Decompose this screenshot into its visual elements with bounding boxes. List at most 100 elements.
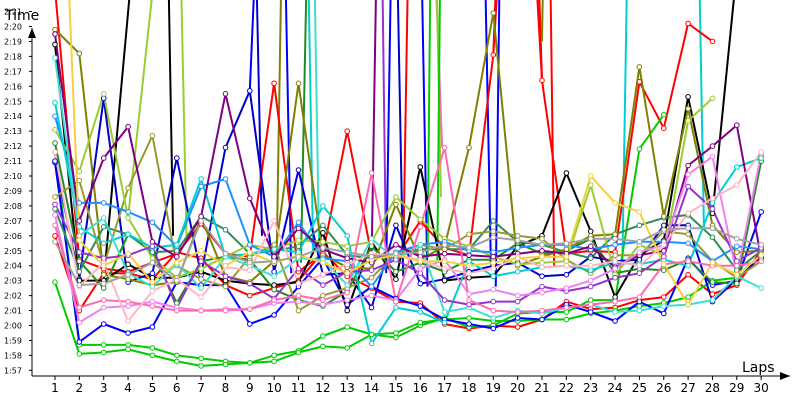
data-point (685, 162, 691, 169)
data-point (52, 99, 58, 106)
data-point (685, 117, 691, 124)
data-point (612, 265, 618, 272)
data-point (125, 250, 131, 257)
data-point (539, 259, 545, 266)
plot-area (52, 0, 765, 369)
data-point (344, 270, 351, 277)
data-point (539, 236, 545, 242)
data-point (76, 177, 83, 184)
data-point (320, 301, 326, 308)
data-point (490, 253, 497, 260)
data-point (539, 253, 545, 260)
y-tick-label: 2:15 (4, 97, 22, 106)
data-point (222, 262, 229, 269)
data-point (76, 319, 83, 326)
data-point (685, 171, 691, 178)
data-point (271, 273, 277, 280)
x-tick-label: 13 (340, 381, 355, 395)
data-point (612, 309, 618, 315)
data-point (417, 265, 424, 272)
x-tick-label: 26 (656, 381, 671, 395)
x-tick-label: 9 (246, 381, 254, 395)
data-point (490, 52, 497, 58)
data-point (587, 228, 594, 235)
data-point (709, 291, 716, 297)
data-point (149, 352, 156, 359)
series-line (54, 219, 762, 287)
data-point (661, 213, 667, 220)
data-point (368, 292, 375, 299)
y-tick-label: 2:18 (4, 52, 22, 61)
data-point (344, 345, 351, 351)
data-point (125, 215, 131, 221)
data-point (466, 301, 472, 308)
y-tick-label: 2:12 (4, 142, 22, 151)
data-point (344, 297, 351, 303)
data-point (198, 285, 204, 291)
data-point (612, 318, 618, 324)
data-point (539, 242, 545, 248)
data-point (587, 283, 594, 290)
data-point (271, 258, 277, 265)
y-tick-label: 2:07 (4, 217, 22, 226)
data-point (393, 242, 399, 248)
data-point (295, 243, 302, 250)
data-point (490, 273, 497, 280)
data-point (563, 170, 570, 176)
data-point (661, 222, 667, 229)
data-point (734, 182, 740, 188)
data-point (198, 363, 204, 369)
data-point (466, 258, 472, 265)
data-point (417, 280, 424, 287)
data-point (612, 274, 618, 281)
data-point (76, 168, 83, 175)
data-point (100, 95, 107, 102)
x-tick-label: 8 (222, 381, 230, 395)
data-point (125, 276, 131, 283)
data-point (417, 164, 424, 170)
series-spike-line (549, 0, 556, 266)
data-point (709, 200, 716, 206)
data-point (563, 258, 570, 265)
data-point (636, 79, 643, 85)
series-spike-line (541, 0, 544, 42)
data-point (368, 236, 375, 242)
data-point (76, 268, 83, 275)
data-point (125, 185, 131, 191)
series-spike-line (421, 0, 429, 287)
data-point (198, 218, 204, 224)
series-line (54, 153, 763, 324)
series-line (54, 114, 665, 364)
data-point (76, 218, 83, 224)
data-point (417, 249, 424, 255)
x-tick-label: 29 (729, 381, 744, 395)
data-point (368, 267, 375, 274)
data-point (368, 331, 375, 338)
data-point (295, 167, 302, 173)
data-point (490, 234, 497, 241)
data-point (636, 64, 643, 70)
data-point (222, 307, 229, 314)
data-point (174, 352, 180, 359)
data-point (466, 297, 472, 303)
data-point (587, 267, 594, 274)
data-point (198, 248, 204, 254)
data-point (295, 219, 302, 226)
data-point (149, 345, 156, 351)
x-axis-arrow-icon (780, 372, 790, 380)
data-point (417, 216, 424, 223)
data-point (417, 319, 424, 326)
data-point (174, 358, 180, 365)
data-point (198, 307, 204, 314)
series-spike-line (396, 0, 405, 277)
series-spike-line (284, 0, 293, 274)
data-point (149, 283, 156, 290)
data-point (271, 242, 277, 248)
data-point (295, 80, 302, 87)
data-point (320, 230, 326, 236)
data-point (100, 280, 107, 287)
data-point (709, 210, 716, 217)
x-tick-label: 2 (76, 381, 84, 395)
data-point (198, 294, 204, 300)
data-point (198, 265, 204, 272)
